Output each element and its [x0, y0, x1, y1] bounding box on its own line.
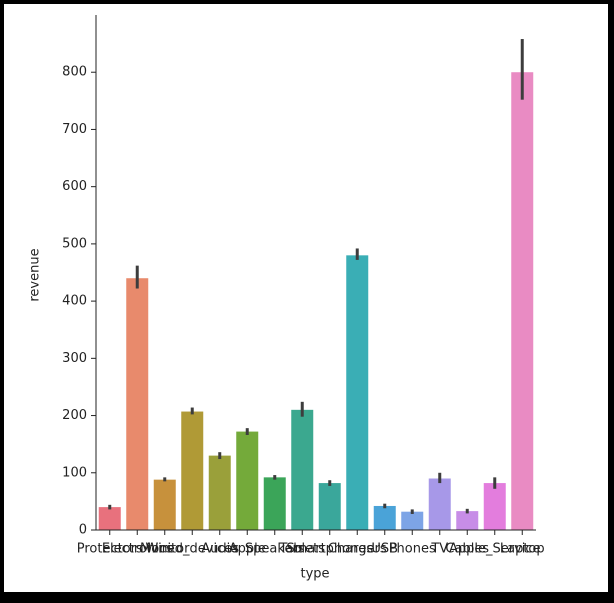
- bar: [98, 507, 121, 530]
- bar: [291, 409, 314, 530]
- x-tick-label: Apple: [229, 542, 266, 557]
- y-tick-label: 0: [79, 523, 87, 538]
- bar: [263, 477, 286, 530]
- y-tick-label: 500: [62, 236, 87, 251]
- y-tick-label: 200: [62, 408, 87, 423]
- x-tick-label: USB: [371, 542, 398, 557]
- bar: [126, 278, 149, 530]
- bar: [236, 431, 259, 530]
- bar: [373, 505, 396, 530]
- bar: [153, 479, 176, 530]
- y-tick-label: 800: [62, 65, 87, 80]
- bar: [456, 511, 479, 530]
- bar: [428, 478, 451, 530]
- x-tick-label: Electronics: [102, 542, 173, 557]
- y-tick-label: 100: [62, 465, 87, 480]
- bar: [318, 483, 341, 530]
- x-tick-label: Speakers: [245, 542, 305, 557]
- x-tick-label: Apple_Service: [449, 542, 541, 557]
- bar: [401, 511, 424, 530]
- y-axis-label: revenue: [28, 248, 43, 301]
- bar: [511, 72, 534, 530]
- y-tick-label: 300: [62, 351, 87, 366]
- x-axis-label: type: [300, 567, 329, 582]
- y-tick-label: 400: [62, 294, 87, 309]
- bar: [346, 255, 369, 531]
- x-tick-label: Chargers: [328, 542, 387, 557]
- bar: [208, 455, 231, 530]
- x-tick-label: Protectors: [77, 542, 143, 557]
- x-tick-label: Tablets: [279, 542, 326, 557]
- x-tick-label: Cables: [445, 542, 489, 557]
- x-tick-label: Audio: [201, 542, 238, 557]
- x-tick-label: Monitor: [140, 542, 190, 557]
- y-tick-label: 700: [62, 122, 87, 137]
- x-tick-label: Phones: [389, 542, 436, 557]
- bar: [483, 483, 506, 530]
- x-tick-label: Wired_devices: [146, 542, 240, 557]
- x-tick-label: TV: [430, 542, 448, 557]
- x-tick-label: Laptop: [500, 542, 545, 557]
- y-tick-label: 600: [62, 179, 87, 194]
- x-tick-label: Smartphones: [286, 542, 373, 557]
- bar: [181, 411, 204, 530]
